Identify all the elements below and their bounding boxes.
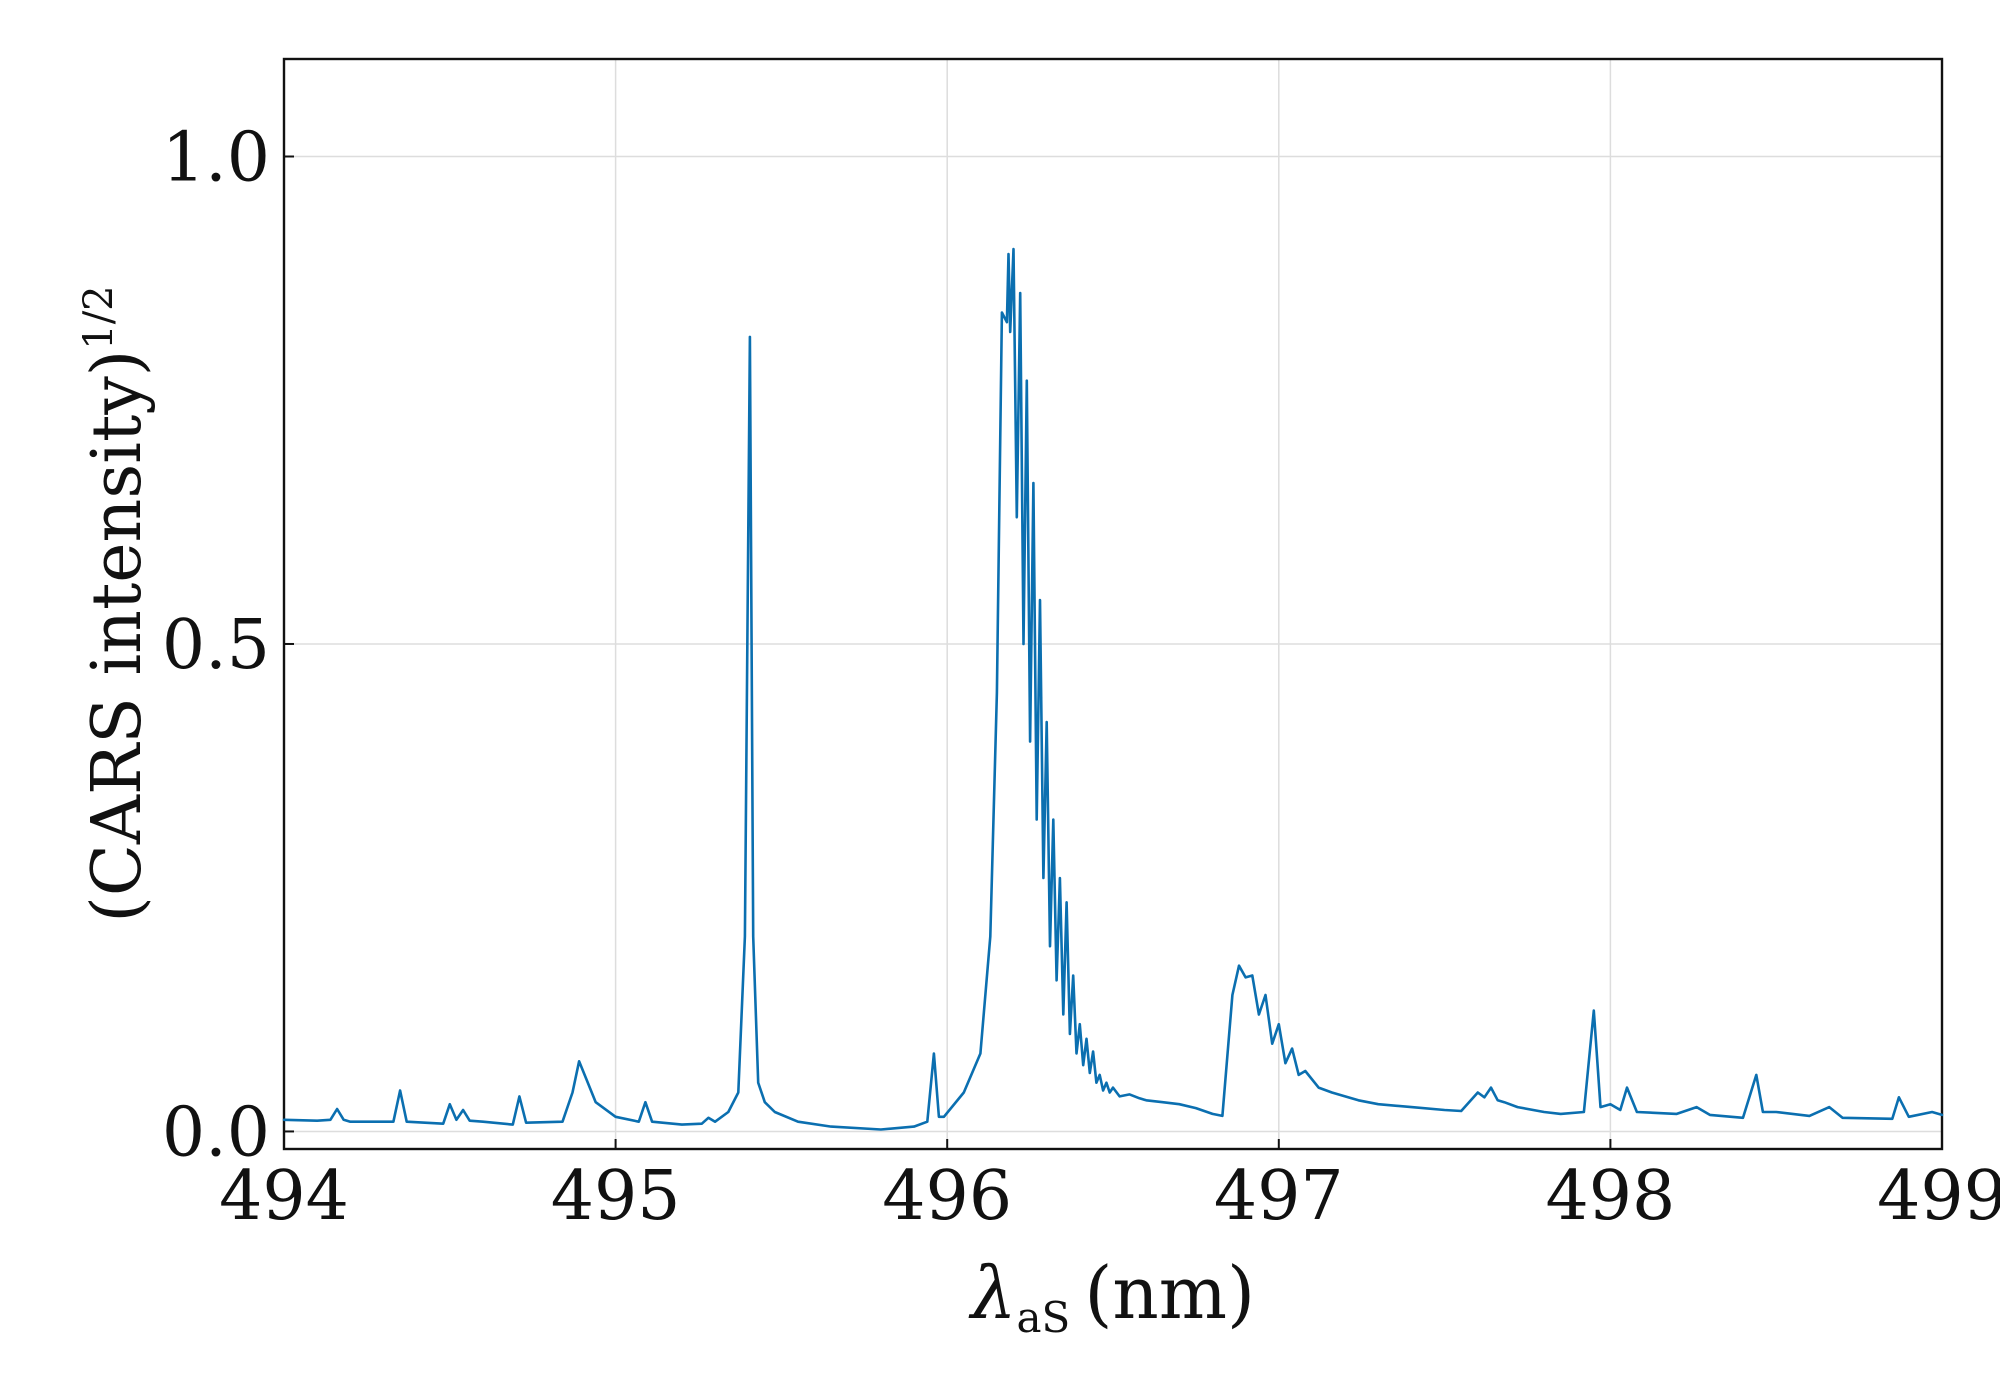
x-tick-label: 499 — [1877, 1157, 2000, 1236]
plot-frame — [282, 57, 1944, 1151]
y-axis-label: (CARS intensity)1/2 — [76, 285, 157, 922]
y-tick-label: 0.5 — [162, 606, 270, 685]
grid — [283, 59, 1943, 1149]
x-tick-label: 498 — [1546, 1157, 1676, 1236]
y-tick-label: 0.0 — [162, 1093, 270, 1172]
x-tick-label: 495 — [551, 1157, 681, 1236]
axis-ticks: 494 495 496 497 498 499 0.0 0.5 1.0 — [162, 118, 2000, 1236]
y-tick-label: 1.0 — [162, 118, 270, 197]
x-axis-label: λaS (nm) — [968, 1251, 1255, 1342]
series-layer — [282, 247, 1944, 1131]
x-tick-label: 497 — [1214, 1157, 1344, 1236]
series-line — [282, 247, 1944, 1131]
x-tick-label: 494 — [219, 1157, 349, 1236]
x-tick-label: 496 — [882, 1157, 1012, 1236]
